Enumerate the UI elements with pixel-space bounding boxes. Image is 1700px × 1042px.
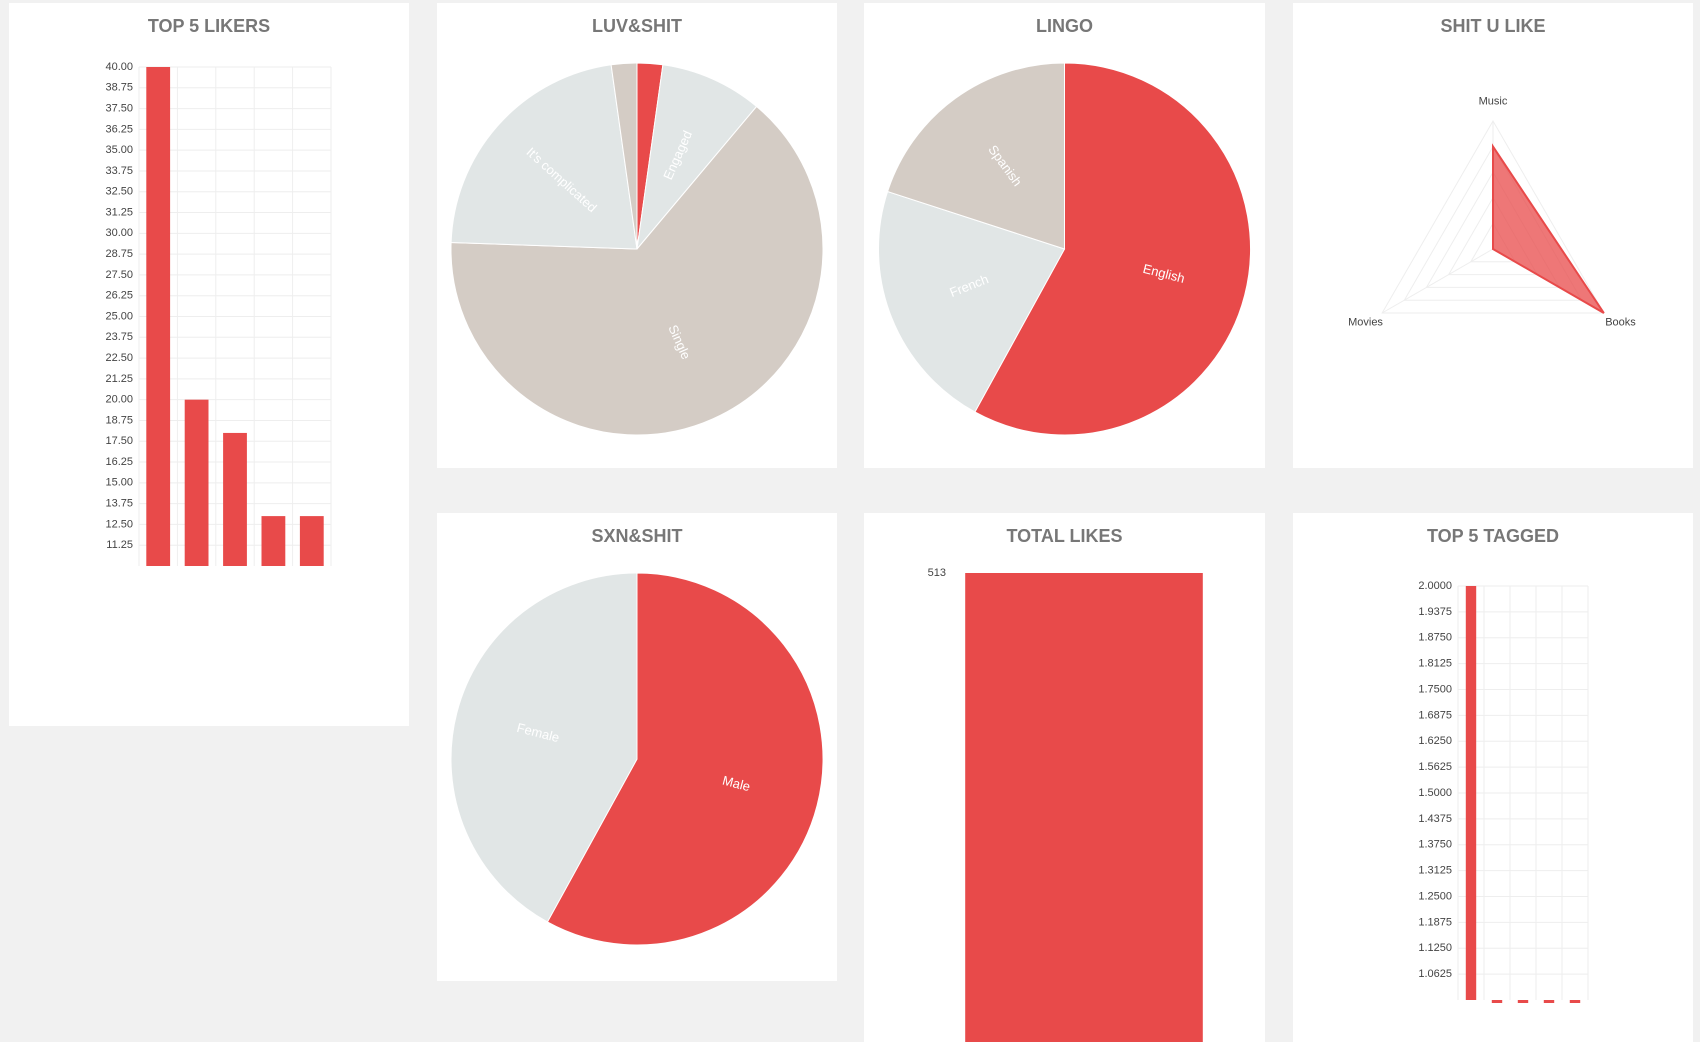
chart-panel: SHIT U LIKE Music Books Movies (1293, 3, 1693, 468)
radar-label: Books (1605, 317, 1636, 329)
chart: SHIT U LIKE Music Books Movies (1348, 16, 1636, 329)
radar-label: Music (1479, 96, 1508, 108)
y-tick-label: 1.5625 (1418, 761, 1452, 773)
y-tick-label: 21.25 (105, 373, 133, 385)
pie-slice (546, 572, 824, 946)
y-tick-label: 513 (928, 567, 946, 579)
y-tick-label: 12.50 (105, 518, 133, 530)
y-tick-label: 28.75 (105, 248, 133, 260)
chart-title: LINGO (1036, 16, 1093, 36)
y-tick-label: 1.1250 (1418, 942, 1452, 954)
y-tick-label: 1.8750 (1418, 632, 1452, 644)
y-tick-label: 18.75 (105, 414, 133, 426)
y-tick-label: 1.7500 (1418, 683, 1452, 695)
y-tick-label: 31.25 (105, 206, 133, 218)
y-tick-label: 20.00 (105, 394, 133, 406)
y-tick-label: 27.50 (105, 269, 133, 281)
pie-slice (450, 572, 638, 923)
y-tick-label: 26.25 (105, 290, 133, 302)
pie-slice (886, 62, 1065, 250)
bar (965, 573, 1203, 1042)
radar-ring (1381, 120, 1605, 314)
y-tick-label: 1.3750 (1418, 839, 1452, 851)
y-tick-label: 32.50 (105, 186, 133, 198)
y-tick-label: 40.00 (105, 61, 133, 73)
y-tick-label: 37.50 (105, 102, 133, 114)
bar (261, 516, 286, 566)
chart: TOP 5 LIKERS 11.25 12.50 13.75 15.00 16.25 17.… (105, 16, 332, 566)
chart-panel: LINGO English French Spanish (864, 3, 1265, 468)
bar (1517, 1000, 1529, 1003)
pie-slice (450, 64, 638, 250)
bar (184, 399, 209, 566)
chart-panel: TOP 5 TAGGED 1.0625 1.1250 1.1875 1.2500 1.31… (1293, 513, 1693, 1042)
y-tick-label: 36.25 (105, 123, 133, 135)
bar (1543, 1000, 1555, 1003)
y-tick-label: 35.00 (105, 144, 133, 156)
chart-panel: TOTAL LIKES 513 (864, 513, 1265, 1042)
chart-panel: TOP 5 LIKERS 11.25 12.50 13.75 15.00 16.25 17.… (9, 3, 409, 726)
radar-area (1492, 143, 1605, 314)
chart-title: TOP 5 LIKERS (148, 16, 270, 36)
y-tick-label: 1.6875 (1418, 709, 1452, 721)
pie-slice (610, 62, 638, 250)
chart-title: LUV&SHIT (592, 16, 682, 36)
chart-title: SHIT U LIKE (1440, 16, 1545, 36)
y-tick-label: 1.2500 (1418, 890, 1452, 902)
bar (146, 67, 171, 566)
y-tick-label: 25.00 (105, 310, 133, 322)
y-tick-label: 38.75 (105, 82, 133, 94)
bar (1569, 1000, 1581, 1003)
y-tick-label: 1.4375 (1418, 813, 1452, 825)
y-tick-label: 1.8125 (1418, 658, 1452, 670)
y-tick-label: 1.5000 (1418, 787, 1452, 799)
y-tick-label: 11.25 (106, 539, 133, 551)
y-tick-label: 13.75 (105, 498, 133, 510)
bar (1465, 586, 1477, 1000)
radar-label: Movies (1348, 317, 1383, 329)
chart-panel: SXN&SHIT Male Female (437, 513, 837, 981)
chart: TOTAL LIKES 513 (928, 526, 1203, 1042)
y-tick-label: 1.0625 (1418, 968, 1452, 980)
pie-slice (450, 105, 824, 436)
bar (223, 432, 247, 566)
y-tick-label: 16.25 (105, 456, 133, 468)
y-tick-label: 22.50 (105, 352, 133, 364)
chart-title: SXN&SHIT (591, 526, 682, 546)
slice-label: Male (721, 773, 752, 795)
y-tick-label: 1.1875 (1418, 916, 1452, 928)
pie-slice (878, 190, 1066, 413)
y-tick-label: 33.75 (105, 165, 133, 177)
radar-spoke (1381, 248, 1494, 314)
chart-title: TOP 5 TAGGED (1427, 526, 1559, 546)
y-tick-label: 30.00 (105, 227, 133, 239)
y-tick-label: 1.3125 (1418, 865, 1452, 877)
y-tick-label: 2.0000 (1418, 580, 1452, 592)
chart: TOP 5 TAGGED 1.0625 1.1250 1.1875 1.2500 1.31… (1418, 526, 1589, 1003)
bar (299, 516, 324, 566)
pie-slice (974, 62, 1251, 436)
chart-panel: LUV&SHIT Engaged Single It's complicated (437, 3, 837, 468)
y-tick-label: 15.00 (105, 477, 133, 489)
pie-slice (636, 64, 758, 251)
bar (1491, 1000, 1503, 1003)
y-tick-label: 23.75 (105, 331, 133, 343)
y-tick-label: 1.9375 (1418, 606, 1452, 618)
y-tick-label: 1.6250 (1418, 735, 1452, 747)
y-tick-label: 17.50 (105, 435, 133, 447)
chart-title: TOTAL LIKES (1006, 526, 1122, 546)
